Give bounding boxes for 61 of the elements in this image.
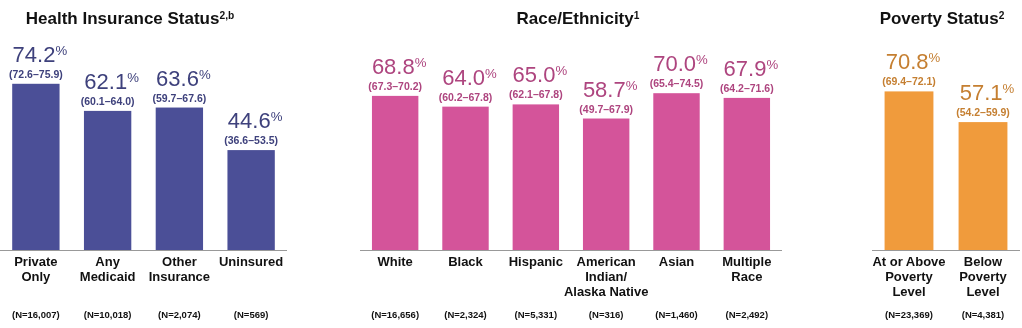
annotation: (60.1–64.0) <box>80 94 135 107</box>
text: (N=16,007) <box>11 309 60 320</box>
data-label: 57.1$^{%}$ <box>959 80 1015 106</box>
bar <box>371 95 419 250</box>
bar <box>582 118 630 250</box>
bar <box>723 97 771 250</box>
text: (N=23,369) <box>885 309 933 320</box>
data-label: 74.2$^{%}$ <box>12 41 68 67</box>
text: (N=4,381) <box>961 309 1005 320</box>
bar <box>83 110 132 250</box>
text: (N=316) <box>588 309 624 320</box>
bar <box>653 93 700 250</box>
text: (N=2,074) <box>158 309 201 320</box>
annotation: (64.2–71.6) <box>719 81 774 94</box>
data-label: 68.8$^{%}$ <box>371 53 427 79</box>
data-label: 58.7$^{%}$ <box>582 76 638 102</box>
bar <box>12 83 60 250</box>
annotation: (69.4–72.1) <box>882 75 936 88</box>
annotation: (72.6–75.9) <box>9 67 63 80</box>
x-tick-label: Asian <box>658 254 695 269</box>
annotation: (59.7–67.6) <box>152 91 207 104</box>
annotation: (67.3–70.2) <box>368 79 423 92</box>
x-tick-label: Uninsured <box>218 254 284 269</box>
text: (N=2,324) <box>444 309 487 320</box>
text: (N=1,460) <box>655 309 698 320</box>
text: (N=2,492) <box>725 309 769 320</box>
chart-title: Race/Ethnicity$^{1}$ <box>516 9 640 28</box>
bar <box>512 104 560 250</box>
x-tick-label: At or Above Poverty Level <box>872 254 946 299</box>
data-label: 63.6$^{%}$ <box>156 65 211 91</box>
chart-title: Poverty Status$^{2}$ <box>879 9 1005 28</box>
x-tick-label: Private Only <box>14 254 58 284</box>
annotation: (49.7–67.9) <box>579 102 634 115</box>
text: (N=16,656) <box>371 309 420 320</box>
x-tick-label: Multiple Race <box>722 254 772 284</box>
data-label: 70.8$^{%}$ <box>885 49 941 75</box>
x-tick-label: White <box>377 254 413 269</box>
x-tick-label: Hispanic <box>508 254 563 269</box>
x-tick-label: Black <box>448 254 484 269</box>
text: (N=569) <box>233 309 269 320</box>
data-label: 64.0$^{%}$ <box>442 64 498 90</box>
text: (N=5,331) <box>514 309 558 320</box>
annotation: (62.1–67.8) <box>508 88 563 101</box>
x-tick-label: Below Poverty Level <box>959 254 1008 299</box>
x-tick-label: American Indian/ Alaska Native <box>563 254 649 299</box>
annotation: (36.6–53.5) <box>224 134 278 147</box>
data-label: 62.1$^{%}$ <box>84 68 140 94</box>
data-label: 70.0$^{%}$ <box>653 51 709 77</box>
chart-title: Health Insurance Status$^{2,b}$ <box>25 9 235 28</box>
annotation: (65.4–74.5) <box>649 77 704 90</box>
text: (N=10,018) <box>83 309 132 320</box>
bar <box>442 106 489 250</box>
bar <box>155 107 204 250</box>
data-label: 44.6$^{%}$ <box>227 108 283 134</box>
data-label: 65.0$^{%}$ <box>512 62 568 88</box>
annotation: (60.2–67.8) <box>438 90 493 103</box>
x-tick-label: Other Insurance <box>148 254 211 284</box>
bar <box>227 150 275 250</box>
data-label: 67.9$^{%}$ <box>723 55 779 81</box>
x-tick-label: Any Medicaid <box>79 254 136 284</box>
annotation: (54.2–59.9) <box>956 106 1010 119</box>
